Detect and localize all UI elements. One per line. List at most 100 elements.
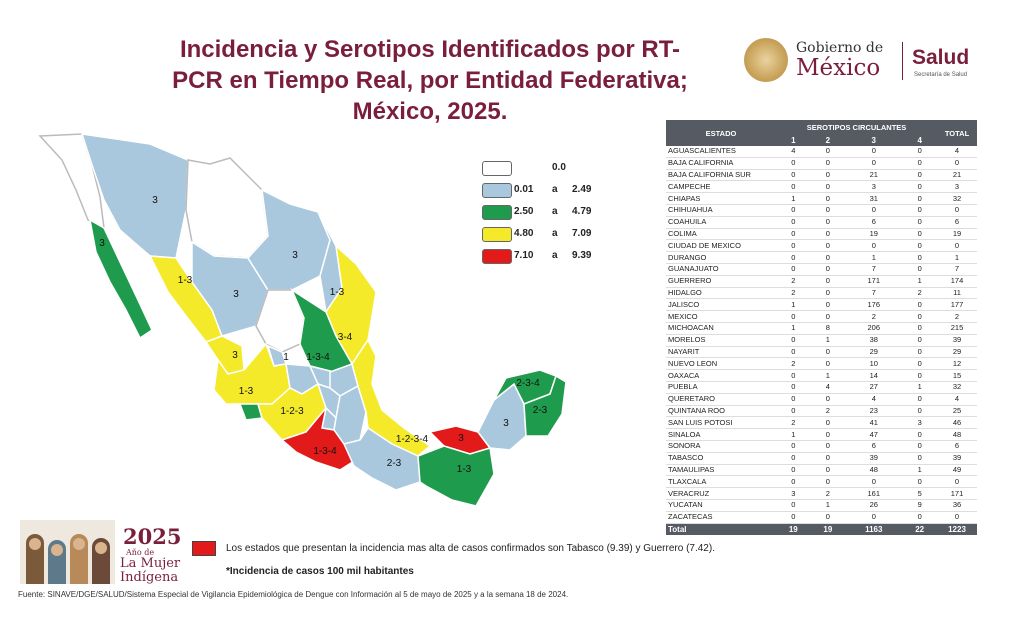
cell-estado: SINALOA [666, 428, 776, 441]
cell-serotipo-4: 1 [902, 381, 937, 394]
table-row: GUANAJUATO 0 0 7 0 7 [666, 263, 977, 276]
cell-serotipo-1: 0 [776, 180, 811, 194]
logo-salud-text: Salud [912, 46, 970, 69]
cell-serotipo-2: 0 [810, 310, 846, 323]
logo-divider [902, 42, 903, 80]
cell-serotipo-1: 0 [776, 475, 811, 489]
cell-estado: JALISCO [666, 298, 776, 312]
state-veracruz [351, 338, 432, 457]
legend-sep: a [552, 206, 558, 217]
cell-serotipo-4: 0 [902, 428, 937, 441]
cell-estado: HIDALGO [666, 287, 776, 300]
table-row: MORELOS 0 1 38 0 39 [666, 334, 977, 347]
cell-total: 4 [937, 393, 977, 406]
table-row: VERACRUZ 3 2 161 5 171 [666, 487, 977, 500]
cell-serotipo-4: 3 [902, 416, 937, 430]
cell-serotipo-3: 29 [845, 346, 903, 359]
total-total: 1223 [937, 523, 977, 535]
cell-serotipo-2: 0 [810, 251, 846, 264]
cell-serotipo-4: 5 [902, 487, 937, 500]
cell-serotipo-2: 0 [810, 157, 846, 170]
map-label-yucatan: 2-3-4 [516, 378, 540, 389]
cell-estado: SAN LUIS POTOSI [666, 416, 776, 430]
cell-serotipo-3: 14 [845, 369, 903, 382]
cell-serotipo-1: 0 [776, 157, 811, 170]
cell-serotipo-1: 2 [776, 287, 811, 300]
legend-swatch [482, 227, 512, 242]
table-row: QUERETARO 0 0 4 0 4 [666, 393, 977, 406]
cell-estado: COLIMA [666, 228, 776, 241]
table-row: CIUDAD DE MEXICO 0 0 0 0 0 [666, 239, 977, 253]
total-sero-1: 19 [776, 523, 811, 535]
cell-serotipo-3: 161 [845, 487, 903, 500]
cell-serotipo-3: 0 [845, 475, 903, 489]
table-row: SINALOA 1 0 47 0 48 [666, 428, 977, 441]
map-label-sonora: 3 [152, 195, 158, 206]
header-sero-2: 2 [810, 134, 846, 146]
cell-estado: TABASCO [666, 452, 776, 465]
cell-serotipo-3: 0 [845, 239, 903, 253]
cell-serotipo-4: 0 [902, 393, 937, 406]
cell-total: 7 [937, 263, 977, 276]
cell-serotipo-3: 7 [845, 287, 903, 300]
cell-estado: QUERETARO [666, 393, 776, 406]
indigenous-women-illustration [20, 520, 115, 584]
cell-serotipo-2: 1 [810, 499, 846, 512]
source-note: Fuente: SINAVE/DGE/SALUD/Sistema Especia… [18, 590, 569, 599]
cell-serotipo-1: 0 [776, 452, 811, 465]
cell-total: 49 [937, 464, 977, 477]
cell-total: 46 [937, 416, 977, 430]
cell-serotipo-2: 2 [810, 405, 846, 418]
cell-estado: GUANAJUATO [666, 263, 776, 276]
total-sero-3: 1163 [845, 523, 903, 535]
cell-estado: GUERRERO [666, 275, 776, 288]
cell-serotipo-2: 0 [810, 287, 846, 300]
logo-mexico-text: México [796, 55, 881, 81]
map-label-san-luis-potosi: 1-3-4 [306, 352, 330, 363]
cell-serotipo-1: 0 [776, 511, 811, 524]
cell-estado: CAMPECHE [666, 180, 776, 194]
cell-serotipo-4: 0 [902, 157, 937, 170]
title-line-2: PCR en Tiempo Real, por Entidad Federati… [172, 67, 688, 94]
cell-serotipo-3: 2 [845, 310, 903, 323]
legend-swatch [482, 161, 512, 176]
cell-serotipo-4: 0 [902, 452, 937, 465]
cell-serotipo-2: 0 [810, 416, 846, 430]
header-sero-3: 3 [845, 134, 903, 146]
logo-secretaria-text: Secretaría de Salud [914, 72, 968, 78]
cell-total: 2 [937, 310, 977, 323]
cell-serotipo-2: 0 [810, 204, 846, 217]
legend-low: 7.10 [514, 250, 534, 261]
cell-estado: MICHOACAN [666, 322, 776, 335]
cell-estado: BAJA CALIFORNIA [666, 157, 776, 170]
cell-serotipo-4: 0 [902, 239, 937, 253]
cell-serotipo-1: 0 [776, 346, 811, 359]
cell-serotipo-2: 0 [810, 275, 846, 288]
cell-total: 0 [937, 475, 977, 489]
table-row: TABASCO 0 0 39 0 39 [666, 452, 977, 465]
map-label-jalisco: 1-3 [239, 386, 254, 397]
cell-serotipo-2: 0 [810, 357, 846, 371]
cell-estado: DURANGO [666, 251, 776, 264]
cell-serotipo-2: 0 [810, 511, 846, 524]
cell-serotipo-1: 0 [776, 216, 811, 229]
national-seal-icon [744, 38, 788, 82]
highest-incidence-note: Los estados que presentan la incidencia … [226, 543, 715, 554]
cell-serotipo-1: 1 [776, 428, 811, 441]
map-label-tabasco: 3 [458, 433, 464, 444]
header-total: TOTAL [937, 120, 977, 146]
table-row: HIDALGO 2 0 7 2 11 [666, 287, 977, 300]
map-label-campeche: 3 [503, 418, 509, 429]
cell-estado: OAXACA [666, 369, 776, 382]
cell-total: 25 [937, 405, 977, 418]
cell-serotipo-1: 2 [776, 357, 811, 371]
legend-high: 7.09 [572, 228, 592, 239]
cell-serotipo-4: 0 [902, 298, 937, 312]
header-sero-4: 4 [902, 134, 937, 146]
total-sero-2: 19 [810, 523, 846, 535]
cell-serotipo-3: 0 [845, 511, 903, 524]
state-quintana-roo [523, 374, 567, 437]
cell-total: 36 [937, 499, 977, 512]
table-row: PUEBLA 0 4 27 1 32 [666, 381, 977, 394]
cell-estado: PUEBLA [666, 381, 776, 394]
